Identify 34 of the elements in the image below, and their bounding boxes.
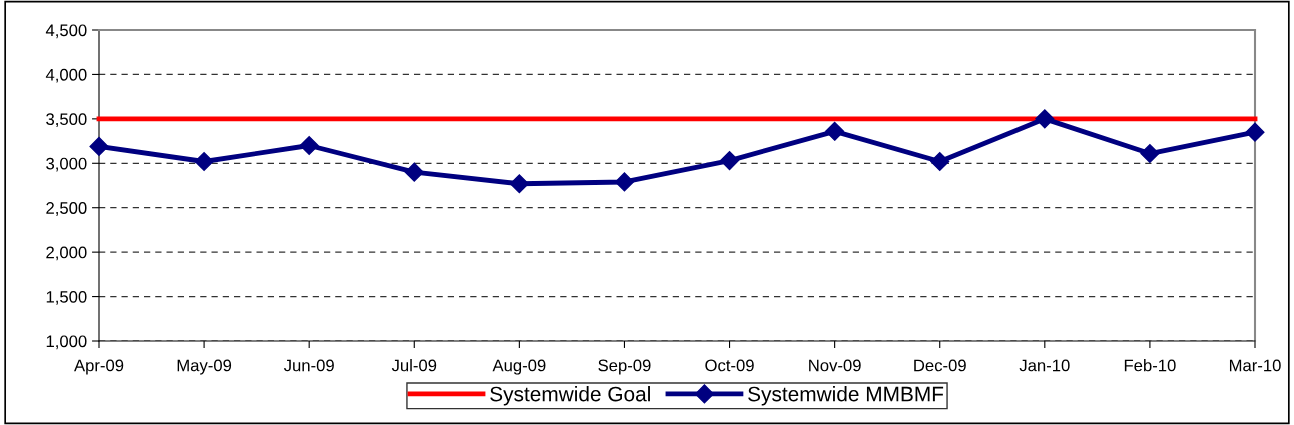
legend-label: Systemwide Goal — [490, 386, 650, 406]
y-tick-label: 2,500 — [46, 202, 87, 216]
x-tick-label: Aug-09 — [492, 359, 546, 375]
y-tick-label: 3,500 — [46, 113, 87, 128]
point — [720, 151, 740, 171]
point — [1140, 143, 1160, 164]
x-tick-label: Jun-09 — [283, 359, 334, 372]
y-tick-label: 3,000 — [46, 157, 87, 172]
x-tick-label: Jan-10 — [1019, 359, 1070, 372]
point — [930, 151, 950, 172]
y-tick-label: 4,000 — [45, 68, 87, 83]
point — [404, 162, 424, 182]
x-tick-label: May-09 — [177, 359, 232, 375]
x-tick-label: Jul-09 — [391, 359, 437, 372]
point — [509, 174, 529, 194]
point — [825, 121, 845, 141]
x-tick-label: Apr-09 — [74, 359, 124, 375]
y-tick-label: 1,000 — [46, 335, 87, 350]
x-tick-label: Sep-09 — [598, 359, 651, 375]
point — [299, 135, 319, 156]
x-tick-label: Nov-09 — [809, 359, 861, 372]
point — [89, 136, 109, 156]
point — [614, 172, 634, 192]
x-tick-label: Oct-09 — [705, 359, 754, 372]
x-tick-label: Mar-10 — [1229, 359, 1281, 372]
point — [1035, 109, 1055, 129]
x-tick-label: Feb-10 — [1124, 359, 1176, 372]
point — [194, 151, 214, 172]
y-tick-label: 1,500 — [46, 290, 87, 305]
y-tick-label: 2,000 — [46, 246, 87, 261]
point — [1245, 122, 1265, 142]
legend-label: Systemwide MMBMF — [748, 386, 944, 406]
x-tick-label: Dec-09 — [914, 359, 966, 372]
y-tick-label: 4,500 — [45, 24, 87, 39]
